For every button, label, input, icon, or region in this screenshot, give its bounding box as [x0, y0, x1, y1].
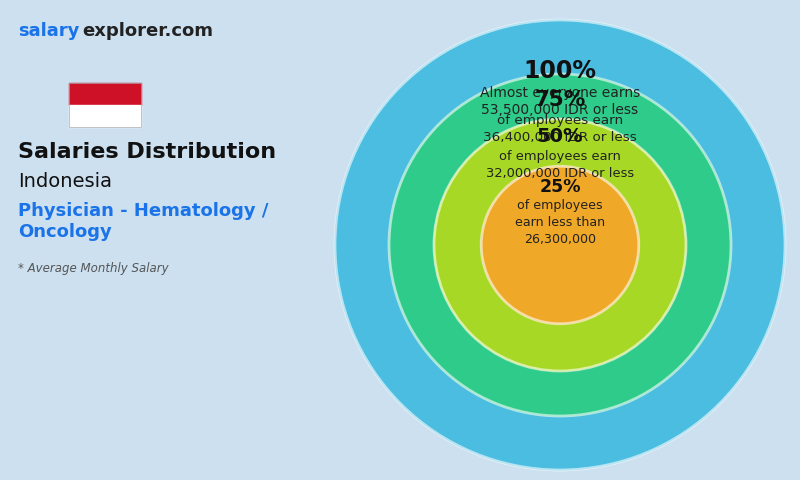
- Bar: [69, 105, 141, 127]
- Text: 32,000,000 IDR or less: 32,000,000 IDR or less: [486, 167, 634, 180]
- Circle shape: [389, 74, 731, 416]
- Circle shape: [335, 20, 785, 470]
- Text: of employees: of employees: [517, 200, 603, 213]
- Circle shape: [482, 166, 638, 324]
- Circle shape: [434, 119, 686, 371]
- Text: * Average Monthly Salary: * Average Monthly Salary: [18, 262, 169, 275]
- Text: 53,500,000 IDR or less: 53,500,000 IDR or less: [482, 103, 638, 117]
- Text: explorer.com: explorer.com: [82, 22, 213, 40]
- Text: 26,300,000: 26,300,000: [524, 233, 596, 247]
- Bar: [69, 83, 141, 105]
- Text: 36,400,000 IDR or less: 36,400,000 IDR or less: [483, 131, 637, 144]
- Text: 50%: 50%: [537, 127, 583, 146]
- Text: 25%: 25%: [539, 178, 581, 195]
- Text: of employees earn: of employees earn: [499, 150, 621, 163]
- Text: of employees earn: of employees earn: [497, 114, 623, 127]
- Text: Salaries Distribution: Salaries Distribution: [18, 142, 276, 162]
- Text: Physician - Hematology /
Oncology: Physician - Hematology / Oncology: [18, 202, 269, 241]
- Text: 100%: 100%: [523, 59, 597, 83]
- Text: salary: salary: [18, 22, 79, 40]
- Text: Indonesia: Indonesia: [18, 172, 112, 191]
- Text: Almost everyone earns: Almost everyone earns: [480, 86, 640, 100]
- Bar: [69, 83, 141, 127]
- Text: earn less than: earn less than: [515, 216, 605, 229]
- Text: 75%: 75%: [534, 90, 586, 110]
